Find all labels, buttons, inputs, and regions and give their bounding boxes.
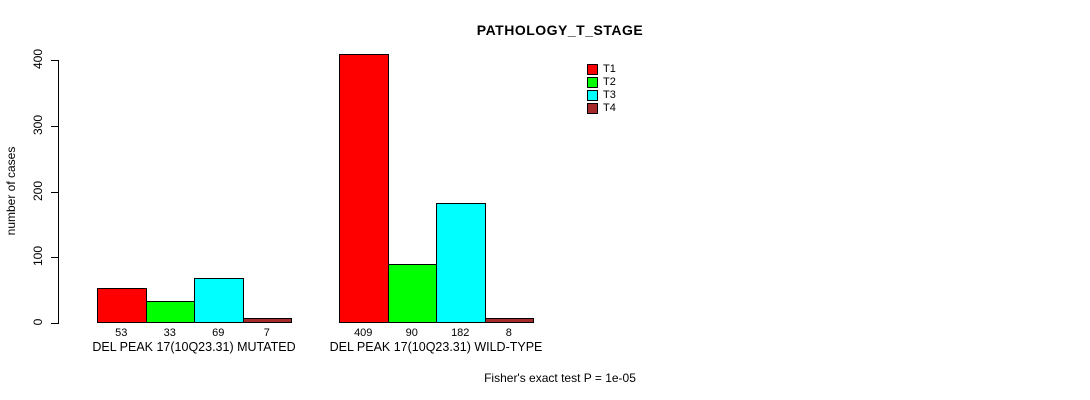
- bar-t4-group1: [242, 318, 292, 323]
- category-label: DEL PEAK 17(10Q23.31) WILD-TYPE: [329, 340, 543, 354]
- legend-item-t4: T4: [587, 102, 616, 115]
- bar-value-label: 7: [263, 327, 270, 339]
- y-axis-label: number of cases: [4, 146, 18, 236]
- y-axis-tick-label: 300: [31, 114, 45, 135]
- bar-value-label: 53: [115, 327, 128, 339]
- bar-value-label: 69: [212, 327, 225, 339]
- legend-label: T4: [603, 102, 616, 114]
- y-axis-tick: [51, 257, 58, 259]
- y-axis-tick: [51, 125, 58, 127]
- bar-t4-group2: [484, 317, 534, 323]
- legend-label: T3: [603, 89, 616, 101]
- legend-swatch-t1: [587, 64, 598, 75]
- bar-value-label: 182: [451, 327, 470, 339]
- legend-swatch-t3: [587, 90, 598, 101]
- y-axis-tick-label: 200: [31, 180, 45, 201]
- y-axis-line: [58, 60, 59, 324]
- y-axis-tick: [51, 191, 58, 193]
- y-axis-tick: [51, 60, 58, 61]
- bar-t1-group2: [339, 54, 389, 323]
- annotation-text: Fisher's exact test P = 1e-05: [484, 371, 636, 385]
- legend-item-t2: T2: [587, 76, 616, 89]
- legend-swatch-t2: [587, 77, 598, 88]
- category-label: DEL PEAK 17(10Q23.31) MUTATED: [92, 340, 296, 354]
- bar-value-label: 33: [163, 327, 176, 339]
- legend-item-t1: T1: [587, 63, 616, 76]
- bar-t3-group2: [436, 203, 486, 323]
- chart-title: PATHOLOGY_T_STAGE: [476, 22, 644, 38]
- bar-value-label: 90: [405, 327, 418, 339]
- legend-swatch-t4: [587, 103, 598, 114]
- y-axis-tick-label: 100: [31, 246, 45, 267]
- y-axis-tick: [51, 323, 58, 324]
- bar-t3-group1: [194, 277, 244, 323]
- legend-label: T1: [603, 63, 616, 75]
- bar-value-label: 409: [354, 327, 373, 339]
- bar-t2-group1: [145, 301, 195, 323]
- bar-t1-group1: [97, 288, 147, 323]
- legend-label: T2: [603, 76, 616, 88]
- y-axis-tick-label: 0: [31, 318, 45, 326]
- y-axis-tick-label: 400: [31, 48, 45, 70]
- legend: T1 T2 T3 T4: [587, 63, 616, 115]
- bar-t2-group2: [387, 263, 437, 323]
- bar-value-label: 8: [505, 327, 512, 339]
- legend-item-t3: T3: [587, 89, 616, 102]
